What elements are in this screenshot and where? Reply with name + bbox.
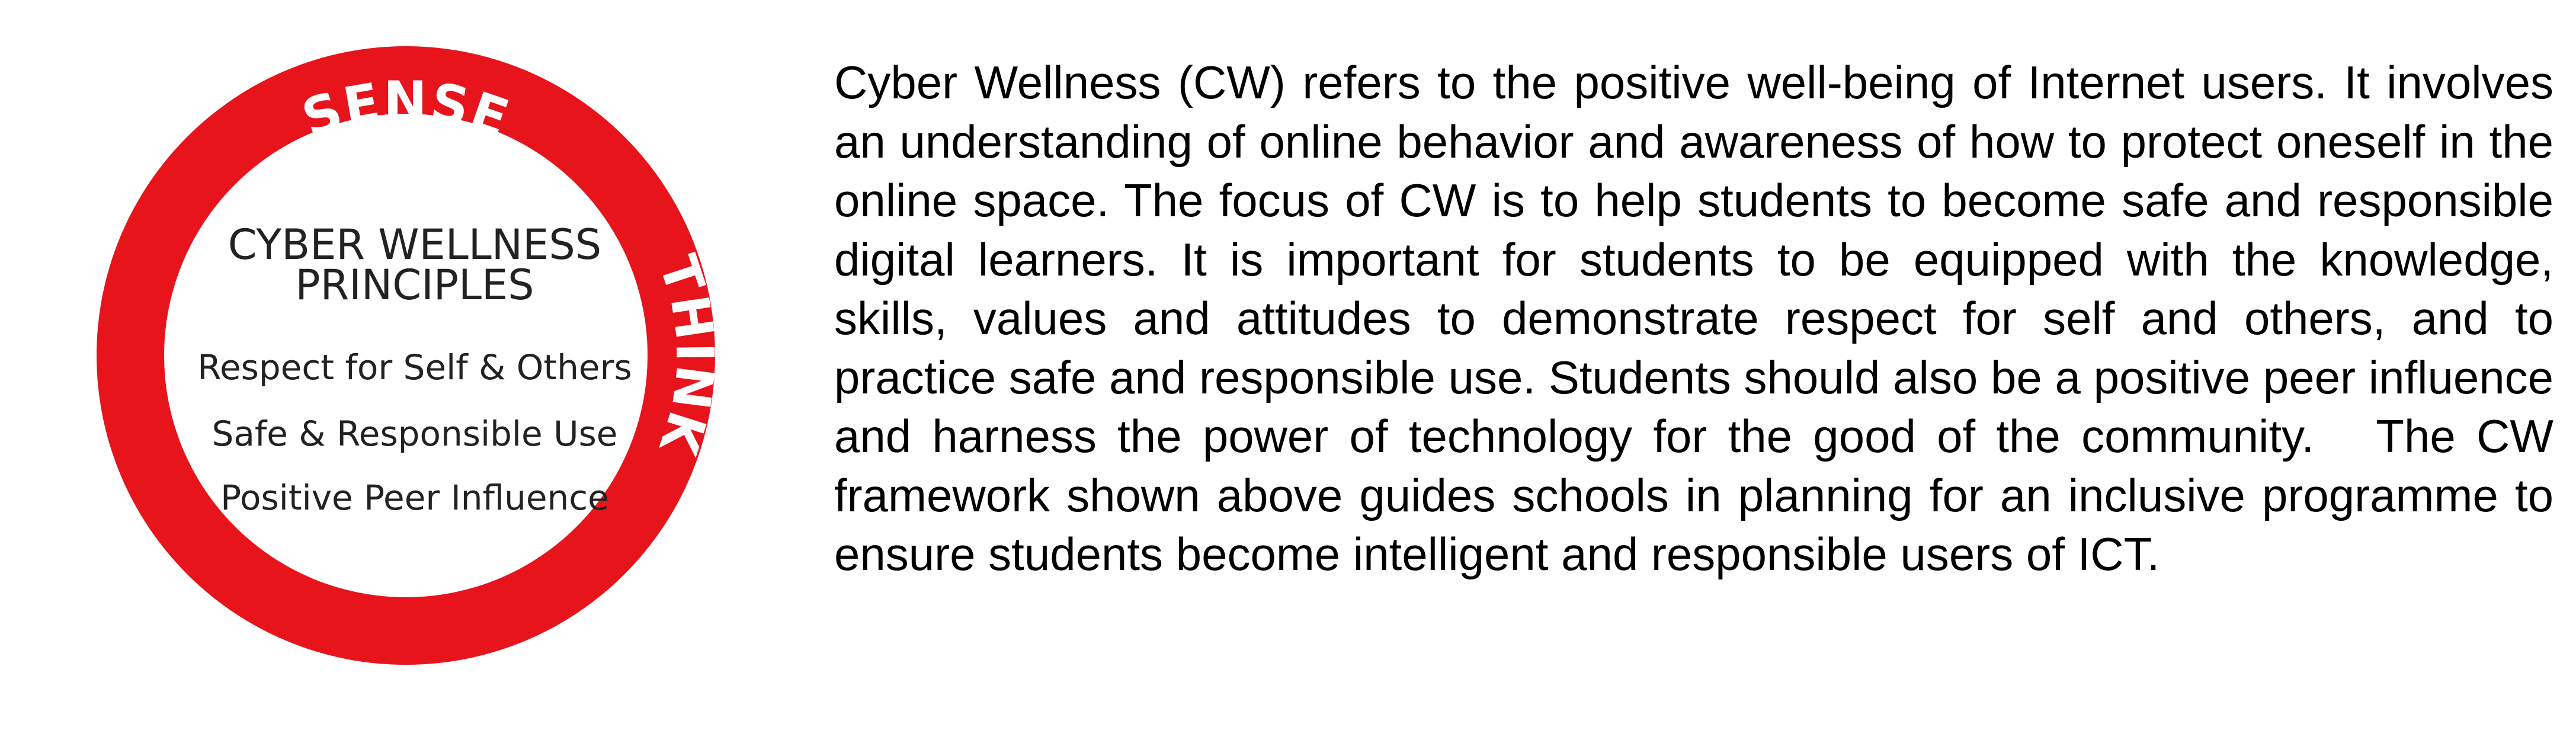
arrow-think-to-act	[152, 559, 669, 690]
center-title-line2: PRINCIPLES	[295, 261, 534, 309]
principle-respect: Respect for Self & Others	[197, 347, 632, 387]
arrowhead-act	[145, 548, 169, 575]
arrowhead-think	[724, 338, 748, 363]
arrow-act-to-sense	[77, 44, 301, 398]
label-act-path: ACT	[40, 289, 107, 422]
principle-peer-influence: Positive Peer Influence	[220, 478, 609, 518]
cyber-wellness-diagram: SENSE THINK ACT CYBER WELLNESS PRINCIPLE…	[40, 36, 748, 690]
label-act: ACT	[40, 289, 108, 422]
arrow-sense-to-think	[517, 47, 740, 338]
arrowhead-sense	[296, 36, 317, 61]
arrowheads	[145, 36, 748, 575]
center-title-line1: CYBER WELLNESS	[228, 220, 601, 269]
cyber-wellness-description: Cyber Wellness (CW) refers to the positi…	[834, 56, 2567, 580]
cycle-arrows	[77, 44, 740, 690]
inner-white-disc	[164, 114, 648, 597]
principle-safe-use: Safe & Responsible Use	[212, 414, 618, 454]
